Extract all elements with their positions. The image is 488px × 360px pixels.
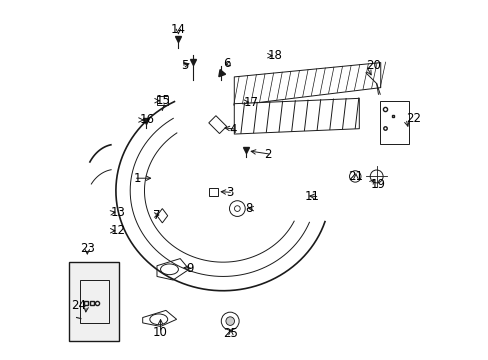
Text: 25: 25 — [223, 327, 238, 340]
Text: 4: 4 — [229, 123, 236, 136]
Text: 12: 12 — [110, 224, 125, 237]
Bar — [380, 102, 408, 144]
Text: 19: 19 — [369, 178, 385, 191]
Text: 23: 23 — [80, 242, 95, 255]
Bar — [208, 188, 217, 196]
Text: 3: 3 — [225, 186, 233, 199]
Text: 8: 8 — [245, 202, 252, 215]
Text: 9: 9 — [185, 262, 193, 275]
Text: 6: 6 — [222, 57, 230, 70]
Text: 15: 15 — [156, 94, 170, 107]
Text: 10: 10 — [153, 327, 168, 339]
Text: 14: 14 — [171, 23, 185, 36]
Text: 5: 5 — [181, 59, 188, 72]
Bar — [157, 96, 167, 105]
Bar — [69, 262, 119, 341]
Text: 24: 24 — [71, 299, 86, 312]
Text: 17: 17 — [244, 96, 258, 109]
Text: 2: 2 — [263, 148, 271, 161]
Text: 18: 18 — [267, 49, 282, 62]
Text: 13: 13 — [110, 206, 125, 219]
Circle shape — [225, 317, 234, 325]
Text: 22: 22 — [405, 112, 420, 125]
Text: 1: 1 — [134, 172, 141, 185]
Text: 7: 7 — [152, 208, 160, 221]
Text: 20: 20 — [365, 59, 380, 72]
Text: 21: 21 — [348, 170, 363, 183]
Text: 11: 11 — [304, 190, 319, 203]
Text: 16: 16 — [140, 113, 155, 126]
Bar — [80, 280, 108, 323]
